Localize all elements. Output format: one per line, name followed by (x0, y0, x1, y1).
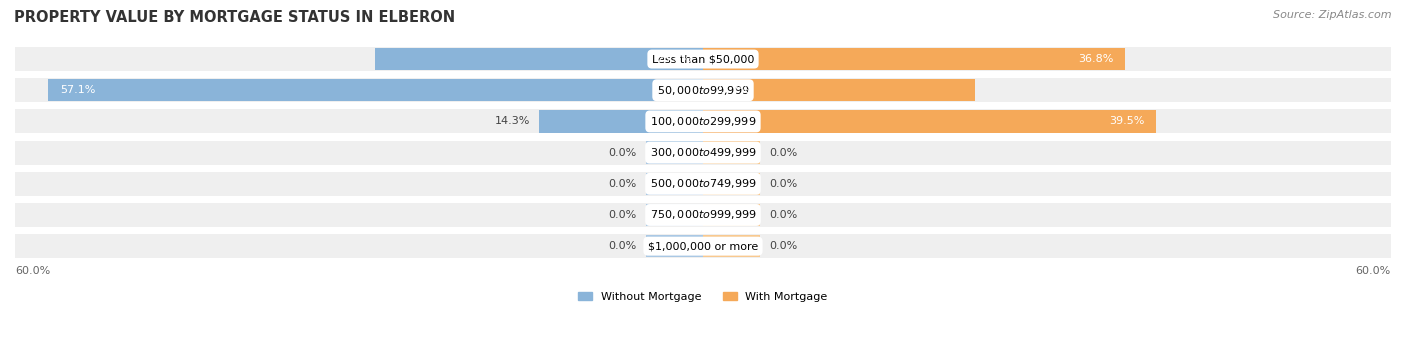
Bar (703, 48, 1125, 70)
Text: Less than $50,000: Less than $50,000 (652, 54, 754, 64)
Bar (703, 173, 761, 195)
Bar (703, 79, 974, 101)
Text: $1,000,000 or more: $1,000,000 or more (648, 241, 758, 251)
Text: 36.8%: 36.8% (1078, 54, 1114, 64)
Bar (15, 109, 1391, 133)
Text: 0.0%: 0.0% (609, 148, 637, 158)
Bar (703, 204, 761, 226)
Bar (15, 172, 1391, 196)
Text: PROPERTY VALUE BY MORTGAGE STATUS IN ELBERON: PROPERTY VALUE BY MORTGAGE STATUS IN ELB… (14, 10, 456, 25)
Bar (15, 203, 1391, 227)
Text: 28.6%: 28.6% (657, 54, 692, 64)
Text: 0.0%: 0.0% (769, 148, 797, 158)
Bar (375, 48, 703, 70)
Text: 60.0%: 60.0% (15, 267, 51, 276)
Bar (15, 141, 1391, 165)
Text: 0.0%: 0.0% (769, 241, 797, 251)
Bar (15, 78, 1391, 102)
Text: 0.0%: 0.0% (769, 210, 797, 220)
Bar (645, 141, 703, 164)
Bar (703, 141, 761, 164)
Text: 0.0%: 0.0% (609, 179, 637, 189)
Text: $500,000 to $749,999: $500,000 to $749,999 (650, 177, 756, 190)
Text: 57.1%: 57.1% (59, 85, 96, 95)
Text: $100,000 to $299,999: $100,000 to $299,999 (650, 115, 756, 128)
Legend: Without Mortgage, With Mortgage: Without Mortgage, With Mortgage (578, 292, 828, 302)
Text: $750,000 to $999,999: $750,000 to $999,999 (650, 208, 756, 221)
Text: 0.0%: 0.0% (769, 179, 797, 189)
Text: 39.5%: 39.5% (1109, 116, 1144, 126)
Text: 0.0%: 0.0% (609, 210, 637, 220)
Text: $50,000 to $99,999: $50,000 to $99,999 (657, 84, 749, 97)
Text: 0.0%: 0.0% (609, 241, 637, 251)
Bar (645, 204, 703, 226)
Text: Source: ZipAtlas.com: Source: ZipAtlas.com (1274, 10, 1392, 20)
Bar (703, 235, 761, 257)
Text: $300,000 to $499,999: $300,000 to $499,999 (650, 146, 756, 159)
Text: 14.3%: 14.3% (495, 116, 530, 126)
Bar (703, 110, 1156, 133)
Bar (645, 173, 703, 195)
Bar (15, 234, 1391, 258)
Text: 23.7%: 23.7% (714, 85, 749, 95)
Text: 60.0%: 60.0% (1355, 267, 1391, 276)
Bar (15, 47, 1391, 71)
Bar (538, 110, 703, 133)
Bar (48, 79, 703, 101)
Bar (645, 235, 703, 257)
